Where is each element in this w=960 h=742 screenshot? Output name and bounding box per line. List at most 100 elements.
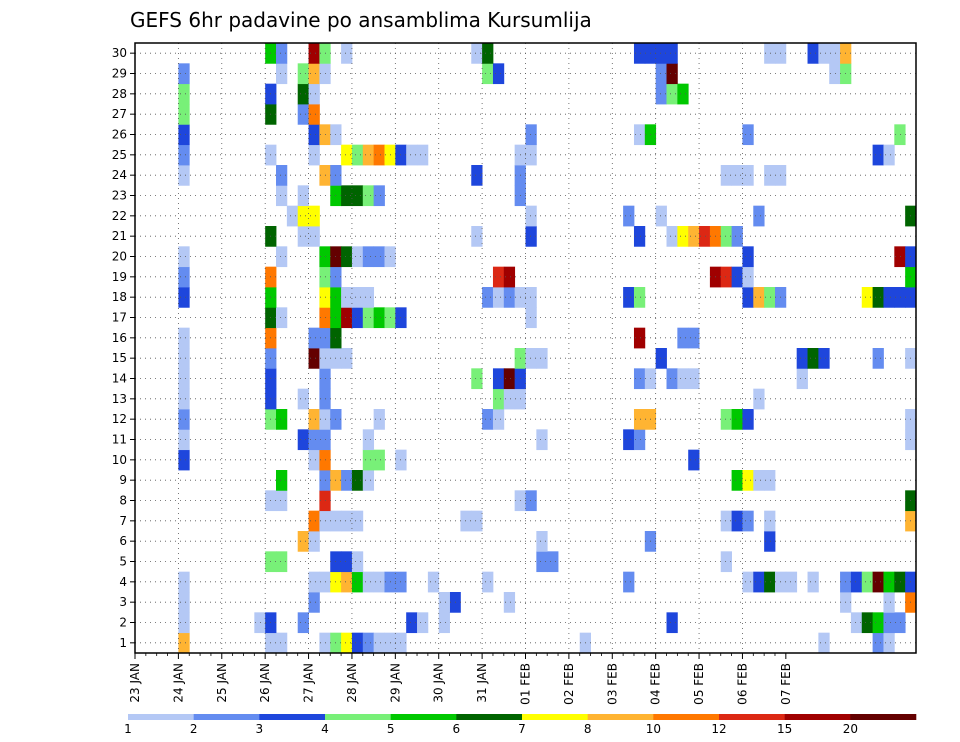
x-tick-label: 07 FEB (779, 663, 793, 705)
precip-cell (732, 409, 743, 430)
precip-cell (873, 348, 884, 369)
x-tick-label: 04 FEB (649, 663, 663, 705)
precip-cell (742, 287, 753, 308)
precip-cell (460, 511, 471, 532)
y-tick-label: 9 (119, 473, 127, 487)
precip-cell (873, 612, 884, 633)
precip-cell (753, 572, 764, 593)
precip-cell (623, 429, 634, 450)
precip-cell (688, 368, 699, 389)
y-tick-label: 25 (112, 148, 127, 162)
precip-cell (742, 267, 753, 288)
y-tick-label: 5 (119, 555, 127, 569)
y-tick-label: 3 (119, 595, 127, 609)
precip-cell (677, 328, 688, 349)
precip-cell (493, 63, 504, 84)
precip-cell (742, 511, 753, 532)
y-tick-label: 22 (112, 209, 127, 223)
precip-cell (417, 145, 428, 166)
precip-cell (873, 633, 884, 654)
y-tick-label: 11 (112, 433, 127, 447)
precip-cell (482, 63, 493, 84)
precip-cell (677, 368, 688, 389)
precip-cell (623, 287, 634, 308)
colorbar-label: 2 (190, 722, 198, 736)
precip-cell (862, 572, 873, 593)
x-tick-label: 31 JAN (475, 663, 489, 703)
colorbar-swatch (522, 714, 588, 720)
precip-cell (493, 368, 504, 389)
y-tick-label: 1 (119, 636, 127, 650)
precip-cell (363, 450, 374, 471)
precip-cell (363, 307, 374, 328)
colorbar-label: 6 (453, 722, 461, 736)
precip-cell (363, 572, 374, 593)
y-tick-label: 19 (112, 270, 127, 284)
colorbar-swatch (194, 714, 260, 720)
precip-cell (482, 572, 493, 593)
x-tick-label: 27 JAN (302, 663, 316, 703)
precip-cell (493, 409, 504, 430)
precip-cell (732, 267, 743, 288)
x-tick-label: 05 FEB (692, 663, 706, 705)
y-tick-label: 12 (112, 412, 127, 426)
x-tick-label: 25 JAN (215, 663, 229, 703)
colorbar-swatch (588, 714, 654, 720)
precip-cell (298, 389, 309, 410)
colorbar-label: 15 (777, 722, 792, 736)
precip-cell (667, 368, 678, 389)
precip-cell (352, 551, 363, 572)
precip-cell (667, 226, 678, 247)
precip-cell (254, 612, 265, 633)
y-tick-label: 20 (112, 250, 127, 264)
precip-cell (363, 470, 374, 491)
precip-cell (298, 84, 309, 105)
precip-cell (808, 43, 819, 64)
precip-cell (623, 206, 634, 227)
precip-cell (298, 429, 309, 450)
precip-cell (298, 104, 309, 125)
precip-cell (623, 572, 634, 593)
precip-cell (667, 63, 678, 84)
precip-cell (352, 307, 363, 328)
y-tick-label: 6 (119, 534, 127, 548)
precip-cell (742, 246, 753, 267)
precip-cell (298, 612, 309, 633)
precip-cell (482, 43, 493, 64)
precip-cell (862, 612, 873, 633)
precip-cell (298, 185, 309, 206)
precip-cell (298, 63, 309, 84)
y-tick-label: 15 (112, 351, 127, 365)
colorbar-swatch (391, 714, 457, 720)
y-tick-label: 28 (112, 87, 127, 101)
colorbar-swatch (719, 714, 785, 720)
colorbar-label: 20 (843, 722, 858, 736)
precip-cell (298, 206, 309, 227)
precip-cell (352, 287, 363, 308)
y-tick-label: 10 (112, 453, 127, 467)
colorbar-swatch (653, 714, 719, 720)
precip-cell (873, 572, 884, 593)
x-tick-label: 01 FEB (519, 663, 533, 705)
precip-cell (547, 551, 558, 572)
y-tick-label: 17 (112, 311, 127, 325)
precip-cell (493, 389, 504, 410)
y-tick-label: 30 (112, 46, 127, 60)
precip-cell (873, 287, 884, 308)
colorbar-swatch (785, 714, 851, 720)
x-tick-label: 29 JAN (388, 663, 402, 703)
precip-cell (753, 287, 764, 308)
colorbar-swatch (456, 714, 522, 720)
colorbar-label: 12 (711, 722, 726, 736)
colorbar-swatch (259, 714, 325, 720)
precip-cell (753, 470, 764, 491)
x-tick-label: 26 JAN (258, 663, 272, 703)
precip-cell (742, 124, 753, 145)
y-tick-label: 21 (112, 229, 127, 243)
precip-cell (352, 633, 363, 654)
precip-cell (862, 287, 873, 308)
x-tick-label: 28 JAN (345, 663, 359, 703)
precip-cell (482, 287, 493, 308)
precip-cell (667, 84, 678, 105)
precip-cell (742, 572, 753, 593)
